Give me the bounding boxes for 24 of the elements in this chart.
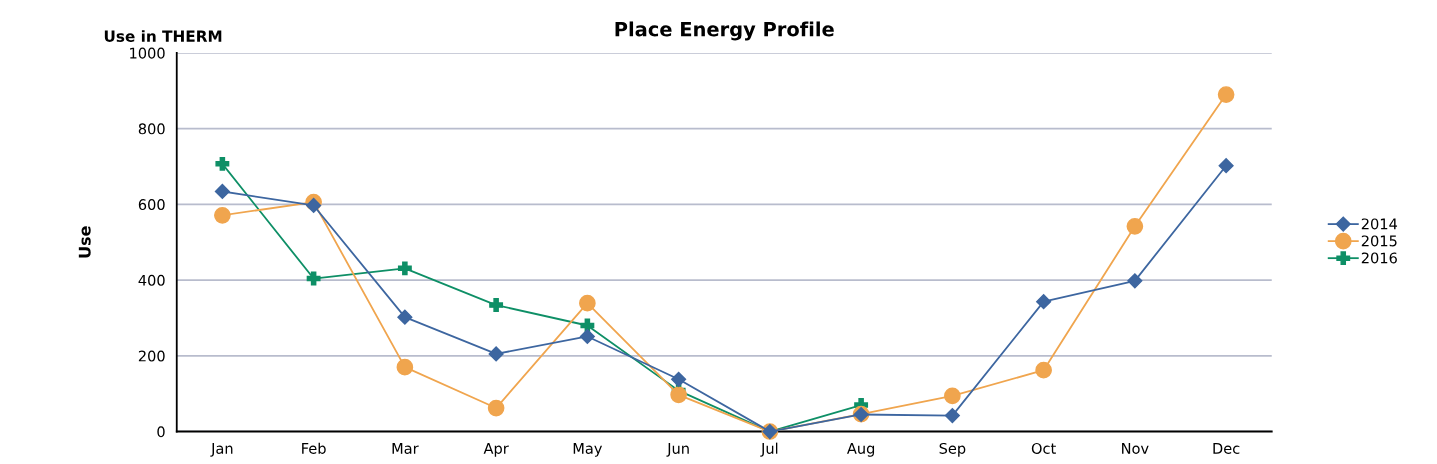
y-tick-label: 1000 xyxy=(130,47,165,59)
y-axis-title: Use xyxy=(78,226,91,258)
y-tick-label: 400 xyxy=(138,274,165,286)
x-tick-label: May xyxy=(573,443,603,457)
legend-label: 2015 xyxy=(1361,235,1397,247)
text: Use in THERM xyxy=(104,30,222,42)
x-tick-label: Sep xyxy=(939,442,966,457)
legend-label: 2014 xyxy=(1361,218,1398,230)
x-tick-label: Mar xyxy=(392,443,419,454)
x-tick-label: Jul xyxy=(760,442,778,457)
y-tick-label: 800 xyxy=(138,123,165,135)
x-tick-label: Jan xyxy=(210,443,233,457)
x-tick-label: Feb xyxy=(302,442,326,454)
y-tick-label: 600 xyxy=(138,199,165,211)
x-tick-label: Oct xyxy=(1031,442,1056,454)
chart-title: Place Energy Profile xyxy=(615,21,834,41)
legend-label: 2016 xyxy=(1361,252,1397,264)
y-tick-label: 200 xyxy=(138,350,165,362)
x-tick-label: Nov xyxy=(1122,443,1149,454)
y-tick-label: 0 xyxy=(157,426,165,438)
x-tick-label: Dec xyxy=(1213,443,1240,454)
x-tick-label: Jun xyxy=(666,443,689,457)
x-tick-label: Aug xyxy=(847,443,875,457)
x-tick-label: Apr xyxy=(483,443,509,457)
